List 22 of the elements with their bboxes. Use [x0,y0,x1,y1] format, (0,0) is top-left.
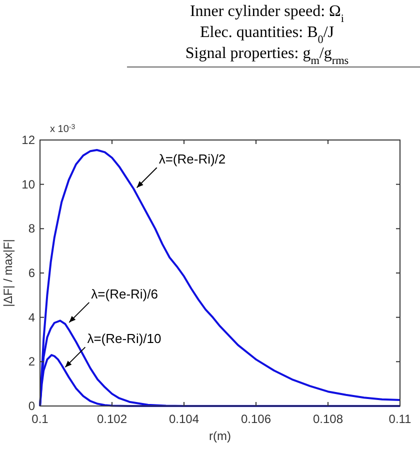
x-tick-label: 0.11 [388,412,412,426]
annotation: λ=(Re-Ri)/10 [87,331,162,346]
text: Inner cylinder speed: Ω$_{i}$ [190,3,344,25]
x-tick-label: 0.108 [312,412,344,426]
y-tick-label: 4 [28,310,36,324]
text: Elec. quantities: B$_{0}$/J [200,24,334,46]
y-tick-label: 12 [22,133,36,147]
x-axis-title: r(m) [209,429,231,443]
x-tick-label: 0.106 [240,412,272,426]
y-tick-label: 6 [28,266,36,280]
annotation: λ=(Re-Ri)/2 [158,152,226,167]
y-tick-label: 2 [28,354,36,369]
x-tick-label: 0.102 [96,412,128,426]
annotation: λ=(Re-Ri)/6 [91,286,158,302]
text: x 10$^{-3}$ [50,124,76,135]
y-axis-title: |ΔF| / max|F| [1,239,15,307]
y-tick-label: 10 [22,177,36,192]
y-tick-label: 0 [28,399,36,413]
y-tick-label: 8 [28,222,36,236]
text: Signal properties: g$_{m}$/g$_{rms}$ [185,45,349,67]
x-tick-label: 0.104 [168,412,200,426]
x-tick-label: 0.1 [32,412,49,426]
